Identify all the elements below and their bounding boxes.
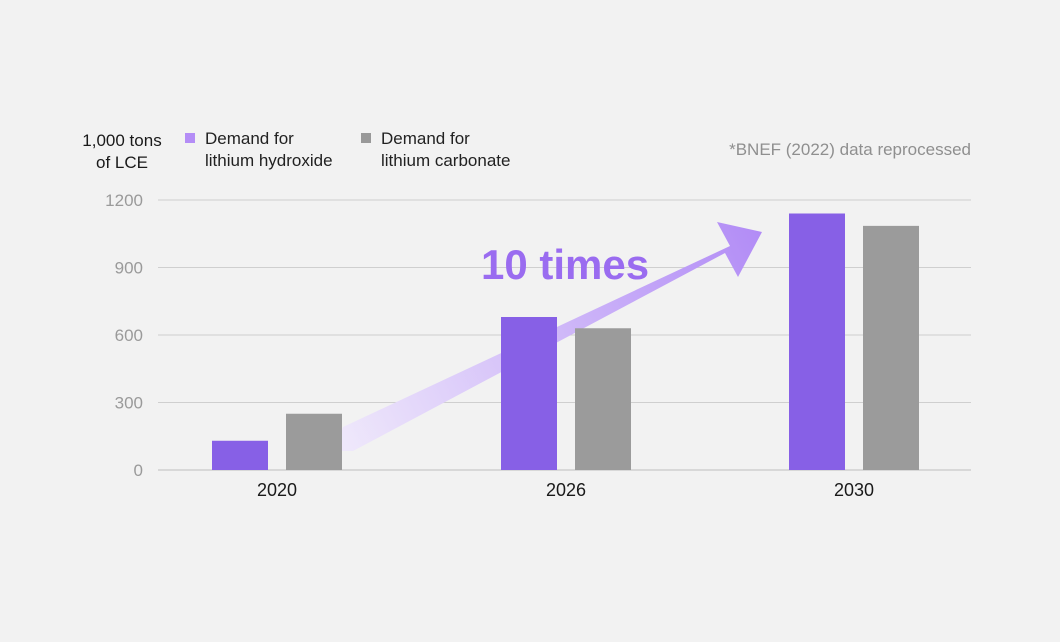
- bar-carbonate-2030: [863, 225, 919, 470]
- legend-label-carbonate-line-1: Demand for: [381, 129, 470, 148]
- bar-hydroxide-2026: [501, 317, 557, 470]
- legend-swatch-lithium-hydroxide: [185, 133, 195, 143]
- y-tick-label-300: 300: [115, 394, 143, 413]
- x-tick-label-2026: 2026: [546, 480, 586, 500]
- legend-swatch-lithium-carbonate: [361, 133, 371, 143]
- y-axis-unit-line-1: 1,000 tons: [82, 131, 161, 150]
- y-tick-label-600: 600: [115, 326, 143, 345]
- x-tick-label-2030: 2030: [834, 480, 874, 500]
- y-axis: 0 300 600 900 1200: [105, 191, 143, 480]
- bars: [212, 213, 919, 470]
- legend-label-hydroxide-line-2: lithium hydroxide: [205, 151, 333, 170]
- bar-carbonate-2026: [575, 328, 631, 470]
- bar-hydroxide-2020: [212, 440, 268, 470]
- growth-annotation: 10 times: [481, 241, 649, 288]
- y-tick-label-900: 900: [115, 259, 143, 278]
- x-tick-label-2020: 2020: [257, 480, 297, 500]
- y-tick-label-1200: 1200: [105, 191, 143, 210]
- source-note: *BNEF (2022) data reprocessed: [729, 140, 971, 159]
- legend: Demand for lithium hydroxide Demand for …: [185, 129, 510, 170]
- y-tick-label-0: 0: [134, 461, 143, 480]
- bar-carbonate-2020: [286, 413, 342, 470]
- y-axis-unit-line-2: of LCE: [96, 153, 148, 172]
- x-axis: 2020 2026 2030: [257, 480, 874, 500]
- legend-label-hydroxide-line-1: Demand for: [205, 129, 294, 148]
- legend-label-carbonate-line-2: lithium carbonate: [381, 151, 510, 170]
- bar-hydroxide-2030: [789, 213, 845, 470]
